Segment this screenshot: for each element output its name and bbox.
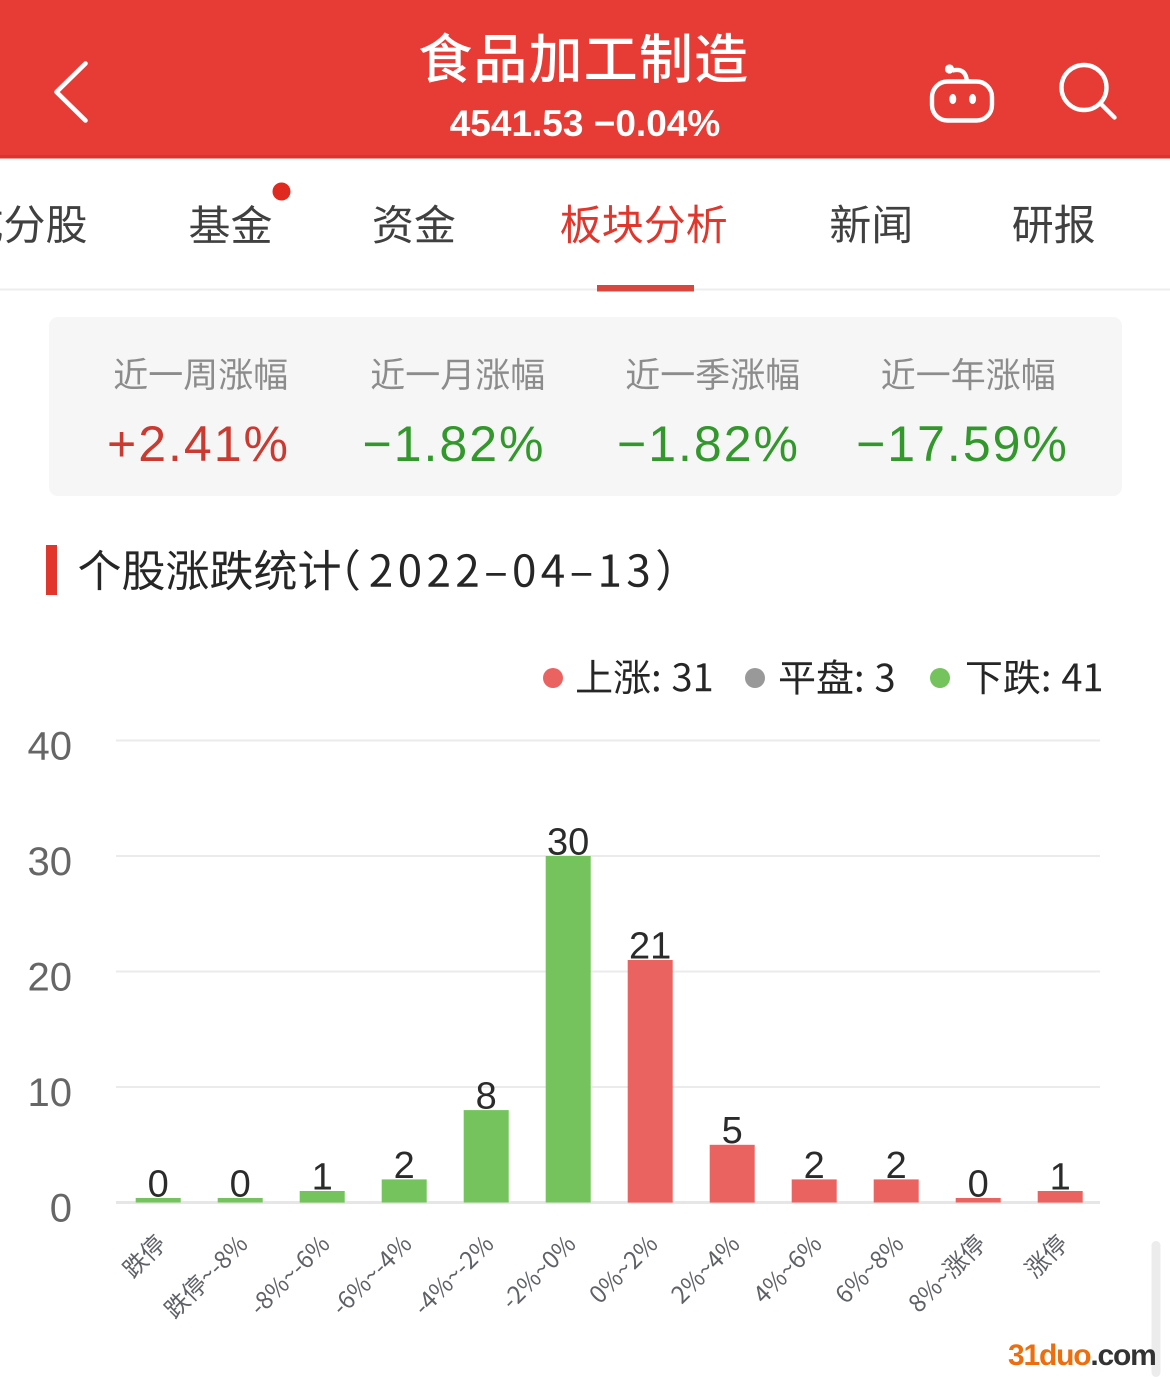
svg-text:8: 8 (476, 1076, 497, 1118)
svg-text:40: 40 (28, 725, 73, 769)
svg-text:0: 0 (968, 1164, 989, 1206)
svg-text:2: 2 (804, 1145, 825, 1187)
svg-text:5: 5 (722, 1110, 743, 1152)
svg-text:0: 0 (230, 1164, 251, 1206)
svg-text:0: 0 (50, 1187, 72, 1231)
svg-text:31duo.com: 31duo.com (1008, 1339, 1156, 1372)
svg-text:30: 30 (28, 840, 73, 884)
svg-text:1: 1 (312, 1157, 333, 1199)
svg-text:30: 30 (547, 822, 589, 864)
svg-text:−1.82%: −1.82% (617, 416, 800, 472)
svg-text:0: 0 (148, 1164, 169, 1206)
svg-text:4541.53 −0.04%: 4541.53 −0.04% (450, 103, 721, 144)
svg-text:2: 2 (394, 1145, 415, 1187)
svg-text:20: 20 (28, 956, 73, 1000)
svg-text:10: 10 (28, 1071, 73, 1115)
svg-text:1: 1 (1050, 1157, 1071, 1199)
svg-text:−1.82%: −1.82% (363, 416, 546, 472)
svg-text:+2.41%: +2.41% (107, 416, 290, 472)
svg-text:−17.59%: −17.59% (856, 416, 1069, 472)
svg-text:2: 2 (886, 1145, 907, 1187)
svg-text:21: 21 (629, 926, 671, 968)
